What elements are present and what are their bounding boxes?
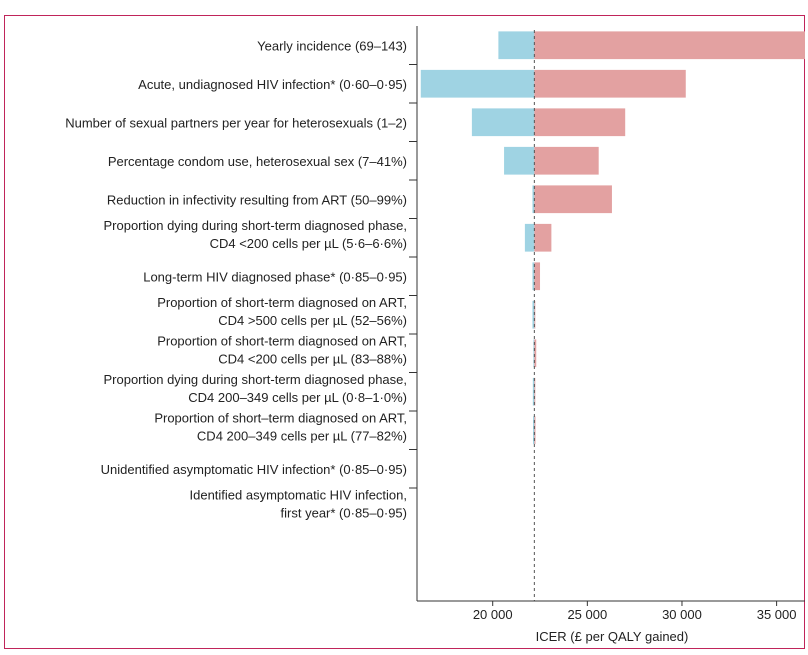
chart-frame: Yearly incidence (69–143) Acute, undiagno… <box>4 15 805 649</box>
x-tick-label: 20 000 <box>473 607 513 622</box>
category-label: Proportion dying during short-term diagn… <box>103 372 407 387</box>
x-tick-label: 35 000 <box>757 607 797 622</box>
category-label: Yearly incidence (69–143) <box>257 38 407 53</box>
bar-high <box>534 146 599 175</box>
bar-low <box>533 339 535 368</box>
x-axis: 20 000 25 000 30 000 35 000 <box>409 26 805 622</box>
x-tick-label: 25 000 <box>567 607 607 622</box>
x-tick-label: 30 000 <box>662 607 702 622</box>
category-label: CD4 <200 cells per µL (83–88%) <box>218 351 407 366</box>
category-label: CD4 200–349 cells per µL (0·8–1·0%) <box>188 390 407 405</box>
bar-high <box>534 262 541 291</box>
category-label: CD4 >500 cells per µL (52–56%) <box>218 313 407 328</box>
bar-low <box>532 377 535 406</box>
bar-low <box>498 31 535 60</box>
x-axis-title: ICER (£ per QALY gained) <box>536 629 689 644</box>
category-label: Long-term HIV diagnosed phase* (0·85–0·9… <box>143 269 407 284</box>
bars <box>420 30 805 601</box>
bar-high <box>534 223 552 252</box>
category-label: CD4 200–349 cells per µL (77–82%) <box>197 428 407 443</box>
category-label: Identified asymptomatic HIV infection, <box>190 487 408 502</box>
bar-high <box>534 339 537 368</box>
category-label: Acute, undiagnosed HIV infection* (0·60–… <box>138 77 407 92</box>
bar-high <box>534 185 612 214</box>
bar-low <box>532 185 535 214</box>
category-label: Unidentified asymptomatic HIV infection*… <box>101 462 407 477</box>
category-label: Proportion of short-term diagnosed on AR… <box>157 295 407 310</box>
bar-high <box>534 69 686 98</box>
tornado-chart: Yearly incidence (69–143) Acute, undiagno… <box>65 26 805 644</box>
bar-low <box>504 146 535 175</box>
bar-low <box>532 262 535 291</box>
bar-low <box>524 223 535 252</box>
category-label: Reduction in infectivity resulting from … <box>107 192 407 207</box>
category-label: Proportion dying during short-term diagn… <box>103 218 407 233</box>
bar-high <box>534 416 536 445</box>
bar-high <box>534 108 626 137</box>
bar-low <box>420 69 535 98</box>
category-label: first year* (0·85–0·95) <box>281 505 407 520</box>
category-label: CD4 <200 cells per µL (5·6–6·6%) <box>210 236 407 251</box>
category-label: Proportion of short–term diagnosed on AR… <box>154 410 407 425</box>
bar-low <box>471 108 535 137</box>
category-label: Proportion of short-term diagnosed on AR… <box>157 333 407 348</box>
bar-low <box>532 300 535 329</box>
category-label: Percentage condom use, heterosexual sex … <box>108 154 407 169</box>
bar-low <box>533 416 535 445</box>
category-label: Number of sexual partners per year for h… <box>65 115 407 130</box>
bar-high <box>534 31 805 60</box>
category-labels: Yearly incidence (69–143) Acute, undiagno… <box>65 38 407 520</box>
